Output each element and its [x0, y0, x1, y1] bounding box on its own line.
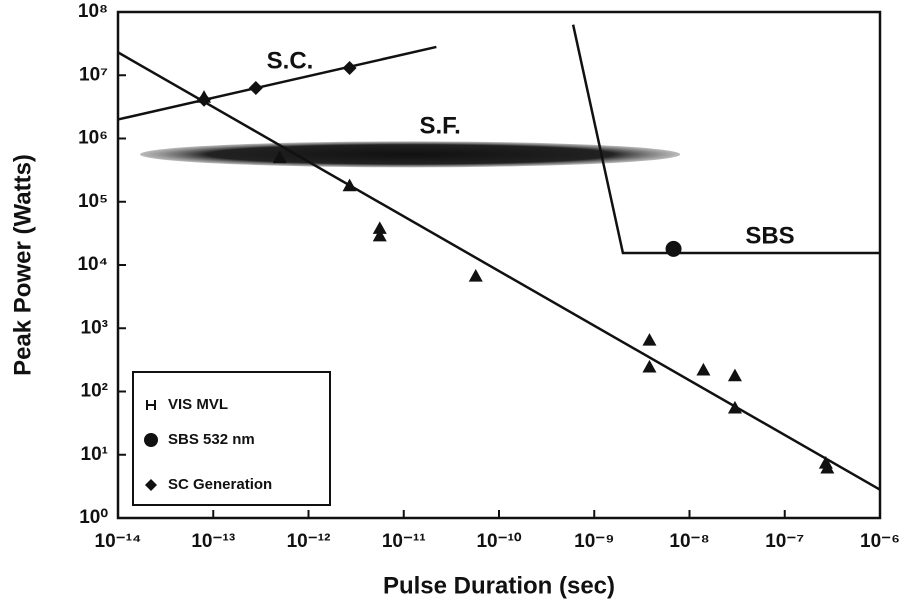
legend-label: SBS 532 nm	[168, 431, 255, 448]
y-tick-label: 10²	[81, 381, 108, 402]
legend-box	[132, 371, 331, 506]
point	[372, 228, 387, 242]
y-tick-label: 10⁶	[78, 128, 108, 149]
point	[696, 362, 711, 376]
point	[642, 359, 657, 373]
point	[642, 333, 657, 346]
point	[727, 400, 742, 414]
x-tick-label: 10⁻¹²	[287, 531, 331, 552]
legend-label: VIS MVL	[168, 396, 228, 413]
point	[727, 368, 742, 382]
point	[248, 80, 263, 95]
point	[342, 178, 357, 192]
line-label: SBS	[745, 222, 794, 249]
legend-marker	[145, 479, 157, 491]
line	[117, 51, 881, 491]
y-axis-label: Peak Power (Watts)	[9, 154, 36, 376]
region-label: S.F.	[419, 113, 460, 140]
x-tick-label: 10⁻⁶	[860, 531, 900, 552]
y-tick-label: 10⁴	[77, 254, 108, 275]
x-axis-label: Pulse Duration (sec)	[383, 572, 615, 599]
point	[468, 269, 483, 282]
y-tick-label: 10³	[81, 317, 108, 338]
x-tick-label: 10⁻¹⁰	[476, 531, 521, 552]
x-tick-label: 10⁻⁸	[669, 531, 709, 552]
x-tick-label: 10⁻¹³	[191, 531, 235, 552]
point	[272, 150, 287, 164]
point	[342, 61, 357, 76]
point	[372, 221, 387, 234]
point	[197, 92, 212, 107]
legend-label: SC Generation	[168, 476, 272, 493]
y-tick-label: 10¹	[81, 444, 108, 465]
line	[571, 24, 880, 255]
line-label: S.C.	[267, 47, 314, 74]
point	[665, 240, 682, 257]
y-tick-label: 10⁸	[78, 1, 108, 22]
x-tick-label: 10⁻⁹	[574, 531, 614, 552]
point	[820, 460, 835, 474]
y-tick-label: 10⁷	[79, 64, 108, 85]
y-tick-label: 10⁰	[79, 507, 108, 528]
x-tick-label: 10⁻⁷	[765, 531, 804, 552]
y-tick-label: 10⁵	[78, 191, 108, 212]
x-tick-label: 10⁻¹¹	[382, 531, 426, 552]
legend-marker	[146, 400, 156, 410]
legend-marker	[144, 433, 158, 447]
line	[117, 45, 437, 121]
x-tick-label: 10⁻¹⁴	[95, 531, 142, 552]
